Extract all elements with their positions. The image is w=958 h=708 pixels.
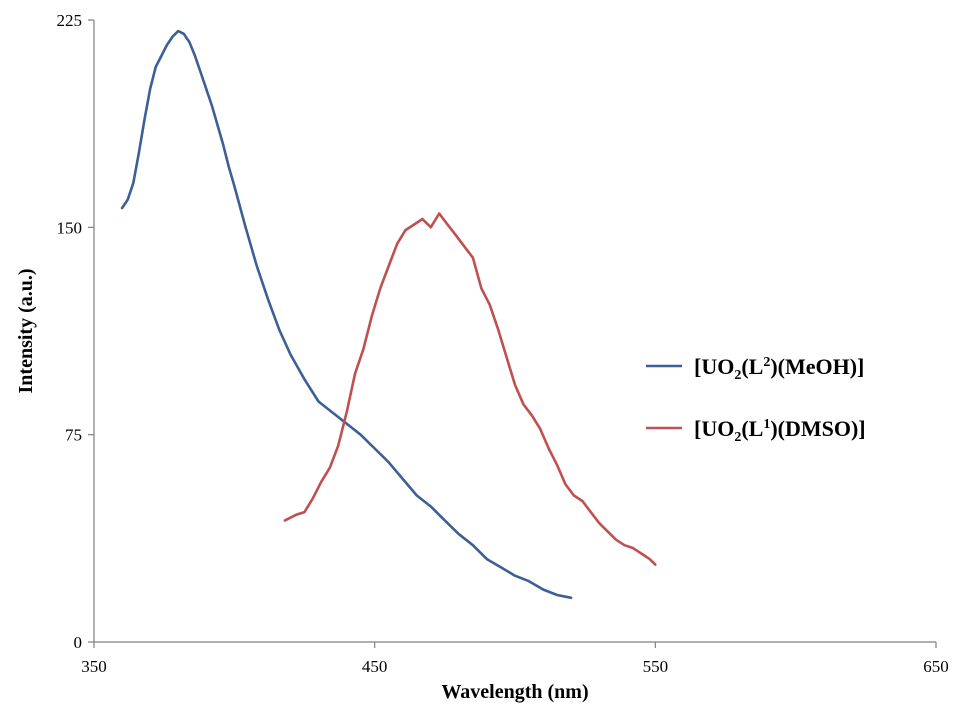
legend: [UO2(L2)(MeOH)][UO2(L1)(DMSO)] <box>646 354 866 445</box>
series-line-1 <box>120 29 573 600</box>
axes <box>93 20 936 643</box>
x-axis-title: Wavelength (nm) <box>441 681 588 703</box>
y-tick-label: 75 <box>65 426 82 445</box>
legend-text-part: )(DMSO)] <box>770 416 865 441</box>
legend-text-part: (L <box>741 354 763 379</box>
legend-text-part: (L <box>741 416 763 441</box>
x-tick-label: 450 <box>362 657 388 676</box>
x-tick-label: 550 <box>643 657 669 676</box>
legend-text-part: 2 <box>734 368 741 383</box>
legend-label-2: [UO2(L1)(DMSO)] <box>694 416 866 445</box>
y-tick-label: 150 <box>57 218 83 237</box>
legend-text-part: [UO <box>694 354 734 379</box>
y-axis-title: Intensity (a.u.) <box>15 268 37 393</box>
x-tick-label: 650 <box>923 657 949 676</box>
y-tick-label: 225 <box>57 11 83 30</box>
x-tick-label: 350 <box>81 657 107 676</box>
legend-text-part: 2 <box>734 430 741 445</box>
ticks: 350 450 550 650 0 75 150 225 <box>57 11 949 676</box>
legend-text-part: [UO <box>694 416 734 441</box>
y-tick-label: 0 <box>74 633 83 652</box>
legend-text-part: 2 <box>763 355 770 370</box>
series-layer <box>120 29 657 600</box>
legend-text-part: 1 <box>763 417 770 432</box>
legend-label-1: [UO2(L2)(MeOH)] <box>694 354 864 383</box>
series-line-2 <box>283 212 657 566</box>
legend-text-part: )(MeOH)] <box>770 354 864 379</box>
